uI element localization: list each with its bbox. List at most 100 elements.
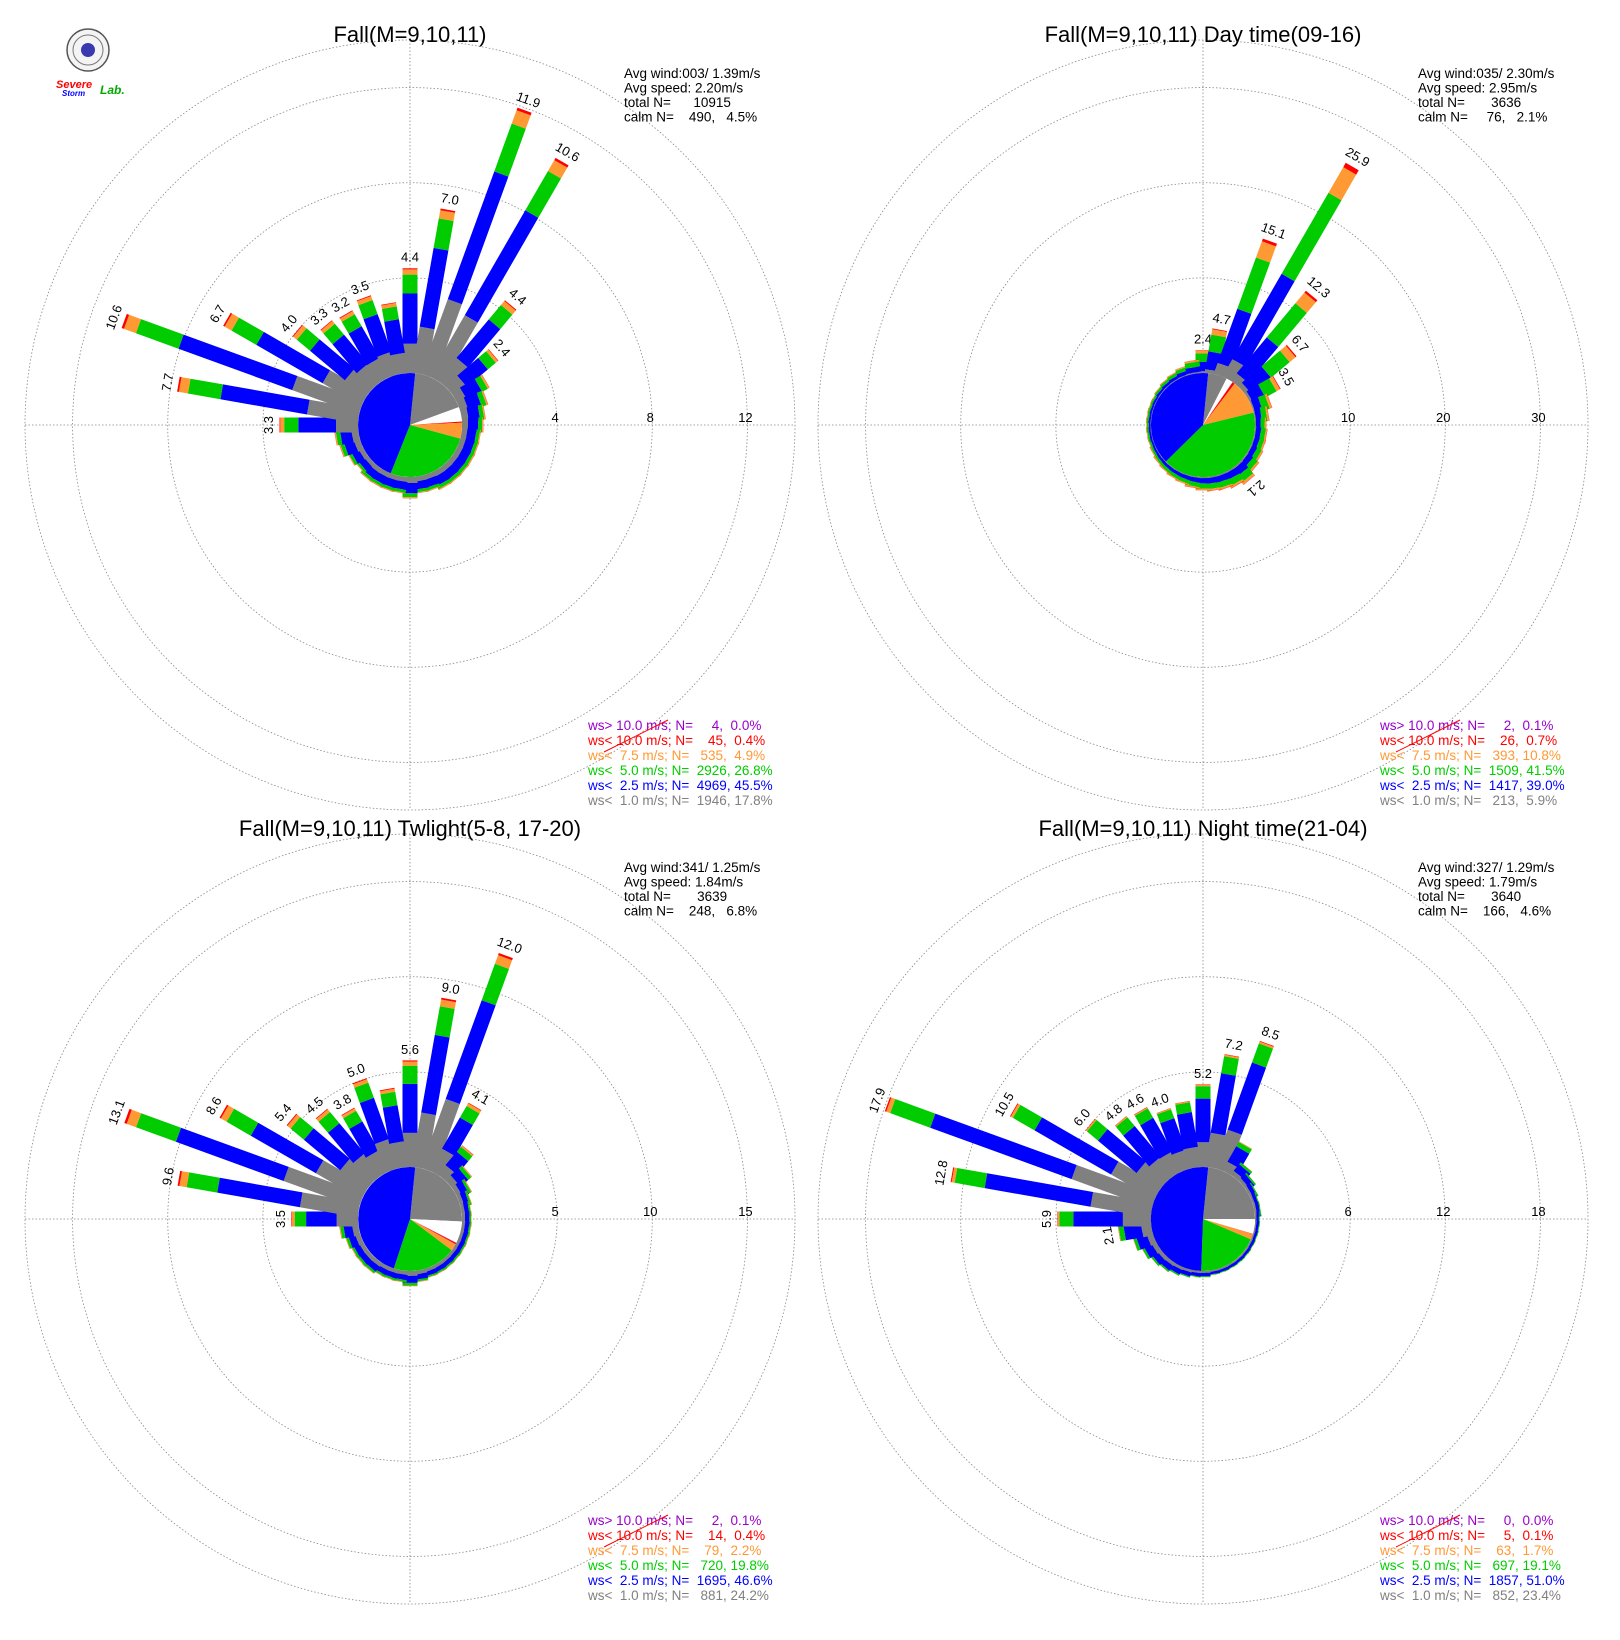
bar-segment-dir-30 (1227, 1146, 1250, 1170)
logo-seal-center (81, 43, 95, 57)
panel-info-line: Avg wind:003/ 1.39m/s (624, 66, 761, 81)
bar-segment-dir-20 (1227, 1062, 1267, 1135)
bar-segment-dir-320 (327, 1123, 365, 1163)
bar-segment-dir-80 (1266, 406, 1270, 421)
bar-segment-dir-240 (1140, 1246, 1149, 1260)
legend-entry: ws< 7.5 m/s; N= 393, 10.8% (1379, 748, 1561, 763)
bar-segment-dir-30 (1222, 359, 1246, 384)
bar-segment-dir-330 (1134, 1107, 1148, 1115)
bar-segment-dir-40 (1240, 1162, 1253, 1173)
bar-segment-dir-100 (474, 429, 481, 445)
bar-segment-dir-340 (354, 1082, 374, 1103)
bar-segment-dir-280 (954, 1168, 988, 1189)
bar-segment-dir-230 (355, 1255, 365, 1267)
bar-segment-dir-290 (1151, 400, 1157, 415)
legend-arrow (1395, 719, 1461, 753)
bar-segment-dir-190 (390, 491, 406, 494)
legend-entry: ws< 7.5 m/s; N= 79, 2.2% (587, 1543, 761, 1558)
bar-segment-dir-310 (293, 325, 307, 340)
bar-segment-dir-0 (402, 1083, 418, 1133)
bar-label-dir-10: 7.0 (440, 190, 460, 208)
ring-label: 4 (552, 410, 559, 425)
legend-entry: ws< 1.0 m/s; N= 852, 23.4% (1379, 1588, 1561, 1603)
bar-label-dir-10: 4.7 (1211, 310, 1231, 328)
bar-segment-dir-260 (339, 1223, 346, 1239)
bar-segment-dir-30 (1232, 273, 1295, 367)
bar-segment-dir-290 (283, 1166, 364, 1209)
bar-segment-dir-90 (478, 417, 483, 433)
bar-segment-dir-20 (511, 110, 531, 129)
bar-segment-dir-300 (220, 1105, 235, 1122)
bar-segment-dir-300 (256, 331, 331, 384)
bar-segment-dir-0 (1195, 1084, 1211, 1085)
bar-segment-dir-180 (402, 493, 418, 498)
bar-segment-dir-40 (456, 1146, 473, 1162)
panel-info-line: Avg wind:341/ 1.25m/s (624, 860, 761, 875)
bar-segment-dir-340 (1156, 1108, 1171, 1115)
bar-segment-dir-290 (135, 319, 184, 349)
bar-segment-dir-280 (951, 1167, 958, 1183)
bar-segment-dir-40 (456, 319, 501, 368)
bar-segment-dir-200 (1174, 480, 1190, 486)
bar-segment-dir-240 (346, 452, 355, 466)
bar-segment-dir-30 (1239, 1141, 1253, 1149)
bar-segment-dir-180 (402, 1285, 418, 1287)
bar-segment-dir-260 (1117, 1226, 1121, 1242)
panel-info-line: total N= 3636 (1418, 95, 1521, 110)
panel-info-line: calm N= 490, 4.5% (624, 110, 757, 125)
wind-rose-panel-1: 4 8 124.47.011.910.64.42.43.37.710.6 6.7 4.0… (24, 22, 796, 811)
bar-label-dir-0: 2.4 (1194, 332, 1212, 347)
bar-segment-dir-50 (478, 351, 496, 370)
ring-label: 15 (738, 1204, 752, 1219)
bar-segment-dir-250 (1132, 1236, 1138, 1251)
bar-segment-dir-310 (1097, 1129, 1147, 1173)
bar-segment-dir-330 (349, 1121, 379, 1158)
bar-segment-dir-260 (1123, 1222, 1144, 1241)
bar-segment-dir-240 (1149, 447, 1158, 461)
legend-entry: ws> 10.0 m/s; N= 0, 0.0% (1379, 1513, 1553, 1528)
bar-segment-dir-210 (1166, 473, 1180, 482)
bar-segment-dir-320 (332, 334, 369, 374)
bar-segment-dir-170 (414, 491, 430, 494)
bar-label-dir-0: 5.6 (401, 1042, 419, 1057)
bar-segment-dir-10 (438, 210, 455, 221)
bar-segment-dir-340 (352, 1078, 367, 1085)
bar-segment-dir-330 (1140, 1117, 1173, 1159)
bar-segment-dir-320 (1114, 1116, 1127, 1126)
bar-segment-dir-280 (177, 376, 182, 392)
bar-segment-dir-300 (1153, 392, 1162, 406)
bar-segment-dir-250 (1132, 1235, 1141, 1251)
legend-arrow (603, 1514, 669, 1548)
calm-pie-wedge (1203, 383, 1254, 425)
bar-segment-dir-300 (226, 1108, 259, 1136)
bar-segment-dir-150 (1229, 479, 1244, 489)
bar-segment-dir-80 (477, 404, 485, 421)
bar-segment-dir-150 (438, 482, 452, 491)
bar-segment-dir-340 (1160, 1118, 1186, 1155)
bar-segment-dir-260 (335, 429, 343, 446)
bar-segment-dir-40 (1266, 303, 1307, 347)
legend-entry: ws< 5.0 m/s; N= 720, 19.8% (587, 1558, 769, 1573)
bar-label-dir-280: 7.7 (159, 372, 177, 392)
bar-segment-dir-10 (433, 218, 454, 251)
bar-segment-dir-70 (464, 1190, 472, 1206)
bar-segment-dir-20 (481, 963, 509, 1006)
legend-entry: ws< 2.5 m/s; N= 1417, 39.0% (1379, 778, 1565, 793)
bar-segment-dir-220 (1159, 465, 1172, 476)
bar-segment-dir-20 (1217, 308, 1252, 368)
bar-segment-dir-160 (426, 486, 441, 492)
bar-label-dir-330: 3.8 (331, 1091, 354, 1113)
bar-segment-dir-240 (1140, 1246, 1149, 1260)
bar-segment-dir-320 (320, 320, 333, 331)
bar-segment-dir-300 (219, 1104, 229, 1119)
bar-segment-dir-350 (1186, 371, 1202, 376)
bar-segment-dir-330 (348, 326, 380, 366)
panel-title: Fall(M=9,10,11) (333, 22, 486, 47)
bar-segment-dir-350 (380, 1091, 398, 1108)
legend-entry: ws< 10.0 m/s; N= 26, 0.7% (1379, 733, 1557, 748)
calm-pie-wedge (358, 373, 416, 474)
bar-segment-dir-280 (217, 1177, 303, 1208)
bar-segment-dir-10 (434, 1006, 455, 1038)
bar-segment-dir-330 (1134, 1108, 1154, 1126)
panel-info-line: Avg wind:035/ 2.30m/s (1418, 66, 1555, 81)
